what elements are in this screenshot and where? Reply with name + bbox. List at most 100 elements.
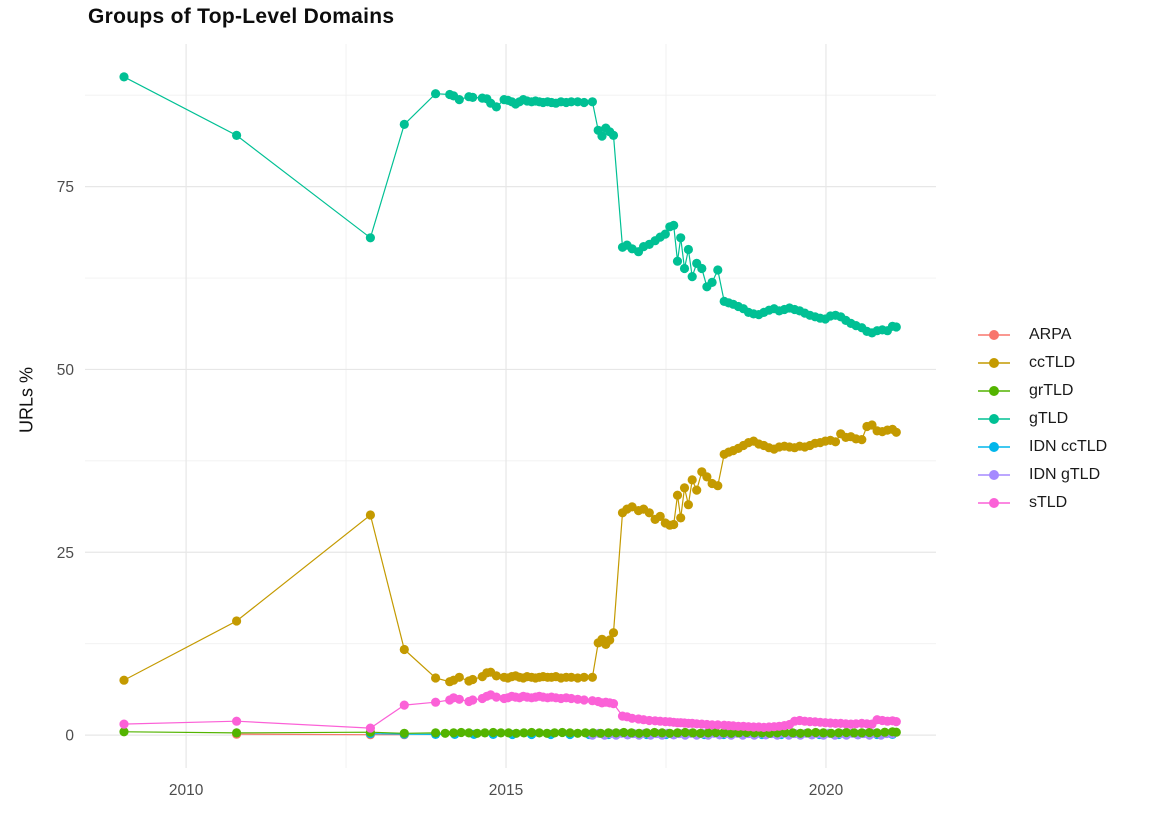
data-point <box>849 728 859 738</box>
data-point <box>542 728 552 738</box>
data-point <box>565 728 575 738</box>
legend-item-gTLD: gTLD <box>976 405 1107 433</box>
data-point <box>695 728 706 738</box>
data-point <box>119 727 129 737</box>
data-point <box>399 728 409 738</box>
legend-key-icon <box>978 414 1010 424</box>
series-ARPA <box>232 729 409 740</box>
data-point <box>587 97 598 107</box>
data-point <box>683 500 694 510</box>
data-point <box>399 644 409 655</box>
y-tick-label: 0 <box>65 728 74 745</box>
data-point <box>119 675 129 685</box>
data-point <box>880 727 890 737</box>
data-point <box>811 727 821 738</box>
legend-label: IDN ccTLD <box>1029 438 1108 455</box>
data-point <box>672 256 683 266</box>
legend-label: sTLD <box>1029 494 1068 511</box>
data-point <box>669 220 679 230</box>
legend-label: gTLD <box>1029 410 1069 427</box>
data-point <box>232 728 242 738</box>
axis-tick-labels: 0 25 50 75 2010 2015 2020 <box>57 179 844 799</box>
data-point <box>669 519 679 530</box>
gridlines <box>85 44 936 768</box>
data-point <box>687 272 697 282</box>
data-point <box>707 277 717 287</box>
data-point <box>734 728 744 738</box>
data-point <box>672 490 683 500</box>
series-gTLD <box>119 72 901 338</box>
data-point <box>692 485 702 495</box>
data-point <box>702 472 712 482</box>
legend: ARPA ccTLD grTLD gTLD IDN ccTLD IDN gTLD sTLD <box>976 321 1107 517</box>
legend-item-IDN-gTLD: IDN gTLD <box>976 461 1107 489</box>
data-point <box>496 728 506 738</box>
legend-item-grTLD: grTLD <box>976 377 1107 405</box>
data-point <box>232 716 242 726</box>
data-point <box>605 635 615 645</box>
data-point <box>655 511 665 521</box>
data-point <box>454 672 464 682</box>
data-point <box>480 728 490 738</box>
data-point <box>491 671 501 681</box>
y-tick-label: 25 <box>57 545 74 562</box>
data-point <box>488 727 498 738</box>
data-point <box>603 728 614 738</box>
x-tick-label: 2020 <box>809 782 844 799</box>
data-point <box>399 700 409 710</box>
data-point <box>597 131 607 141</box>
legend-item-IDN-ccTLD: IDN ccTLD <box>976 433 1107 461</box>
data-point <box>611 728 621 738</box>
data-point <box>649 727 660 738</box>
data-point <box>608 130 619 140</box>
series-grTLD <box>119 727 901 738</box>
data-point <box>644 508 654 518</box>
data-point <box>891 727 901 737</box>
data-point <box>440 728 450 738</box>
data-point <box>834 728 844 738</box>
data-point <box>449 728 459 738</box>
data-point <box>634 728 644 738</box>
data-point <box>504 728 514 738</box>
data-point <box>534 728 544 738</box>
data-point <box>719 728 729 738</box>
data-point <box>365 233 375 243</box>
data-point <box>679 483 690 493</box>
data-point <box>891 322 901 332</box>
data-point <box>660 229 670 239</box>
data-point <box>232 616 242 626</box>
y-axis-title: URLs % <box>16 366 37 434</box>
data-point <box>713 265 723 275</box>
data-point <box>550 728 560 738</box>
data-point <box>676 513 686 523</box>
series-line <box>123 424 897 683</box>
data-point <box>579 97 589 108</box>
data-point <box>511 728 521 738</box>
legend-item-ccTLD: ccTLD <box>976 349 1107 377</box>
legend-key-icon <box>978 470 1010 480</box>
legend-key-icon <box>978 386 1010 396</box>
data-point <box>431 673 441 683</box>
data-point <box>788 728 798 738</box>
data-point <box>608 699 619 709</box>
data-point <box>642 728 652 738</box>
data-point <box>573 728 583 738</box>
y-tick-label: 75 <box>57 179 74 196</box>
data-point <box>119 72 129 82</box>
data-point <box>703 728 713 738</box>
data-point <box>857 435 867 445</box>
legend-label: grTLD <box>1029 382 1074 399</box>
data-point <box>580 728 591 738</box>
data-point <box>456 727 466 738</box>
data-point <box>468 674 478 685</box>
data-point <box>795 728 806 738</box>
legend-label: ccTLD <box>1029 354 1076 371</box>
data-point <box>672 728 683 738</box>
data-point <box>891 717 901 727</box>
data-point <box>780 727 790 738</box>
data-point <box>679 263 690 274</box>
data-point <box>688 728 698 738</box>
x-tick-label: 2010 <box>169 782 204 799</box>
data-point <box>588 728 598 738</box>
